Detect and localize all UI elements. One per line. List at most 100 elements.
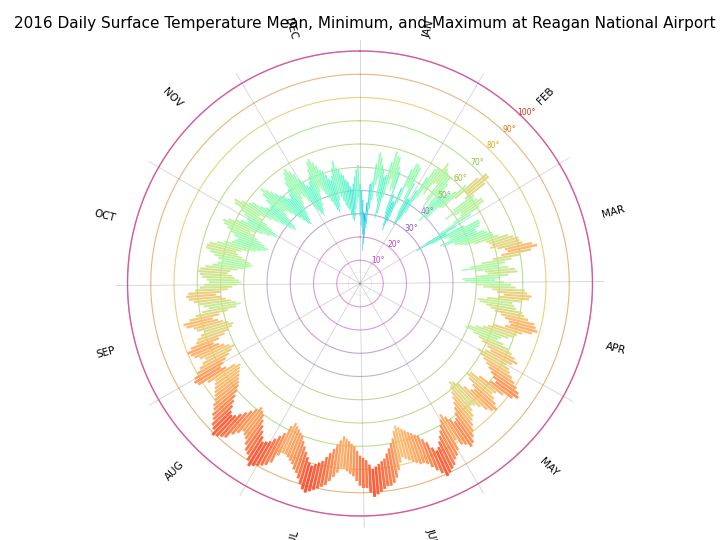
Bar: [287, 198, 310, 224]
Bar: [490, 380, 513, 399]
Bar: [487, 297, 522, 303]
Bar: [201, 325, 232, 337]
Bar: [260, 438, 276, 466]
Bar: [251, 202, 279, 222]
Bar: [291, 435, 304, 464]
Bar: [270, 208, 296, 231]
Bar: [220, 413, 242, 437]
Bar: [476, 284, 511, 286]
Bar: [433, 163, 449, 185]
Bar: [246, 430, 264, 455]
Bar: [343, 176, 348, 208]
Bar: [331, 161, 340, 193]
Bar: [425, 442, 439, 471]
Bar: [306, 161, 320, 192]
Bar: [474, 234, 499, 245]
Bar: [270, 205, 295, 228]
Bar: [462, 265, 498, 271]
Bar: [469, 377, 495, 400]
Bar: [224, 241, 256, 252]
Bar: [462, 276, 500, 280]
Bar: [426, 193, 451, 219]
Bar: [365, 184, 371, 228]
Text: 40°: 40°: [420, 207, 434, 216]
Bar: [298, 457, 309, 484]
Text: 30°: 30°: [404, 224, 418, 233]
Bar: [190, 337, 220, 350]
Bar: [374, 177, 385, 218]
Bar: [290, 199, 312, 225]
Bar: [330, 180, 341, 212]
Bar: [493, 324, 523, 335]
Bar: [384, 194, 395, 218]
Bar: [438, 191, 456, 208]
Bar: [284, 426, 299, 455]
Bar: [501, 248, 531, 256]
Bar: [407, 165, 420, 188]
Bar: [505, 325, 532, 335]
Bar: [449, 381, 472, 407]
Bar: [475, 325, 509, 339]
Bar: [387, 448, 396, 483]
Bar: [246, 436, 264, 461]
Text: JUL: JUL: [288, 530, 302, 540]
Bar: [199, 286, 232, 289]
Bar: [382, 162, 393, 198]
Bar: [490, 239, 520, 249]
Bar: [461, 198, 482, 214]
Bar: [389, 157, 401, 191]
Bar: [460, 200, 484, 217]
Bar: [453, 401, 474, 427]
Bar: [477, 298, 513, 304]
Bar: [279, 195, 301, 219]
Bar: [202, 275, 235, 279]
Bar: [328, 179, 338, 210]
Text: NOV: NOV: [161, 86, 184, 110]
Bar: [260, 188, 285, 212]
Bar: [183, 317, 213, 326]
Bar: [292, 441, 305, 470]
Bar: [247, 218, 276, 235]
Bar: [503, 294, 531, 298]
Text: 50°: 50°: [437, 191, 451, 200]
Bar: [475, 266, 508, 272]
Bar: [439, 424, 459, 456]
Bar: [410, 433, 423, 464]
Bar: [479, 375, 504, 396]
Bar: [207, 244, 236, 253]
Bar: [453, 194, 474, 211]
Bar: [368, 464, 372, 492]
Bar: [209, 281, 241, 284]
Bar: [206, 246, 238, 255]
Bar: [362, 214, 365, 251]
Bar: [406, 431, 418, 463]
Bar: [266, 199, 291, 222]
Bar: [321, 171, 333, 202]
Bar: [187, 342, 214, 355]
Bar: [302, 182, 319, 211]
Bar: [365, 460, 369, 488]
Bar: [315, 166, 327, 194]
Bar: [394, 426, 404, 458]
Bar: [392, 430, 402, 463]
Bar: [200, 273, 233, 276]
Bar: [443, 231, 477, 247]
Bar: [199, 299, 231, 306]
Bar: [283, 195, 305, 221]
Bar: [427, 184, 448, 207]
Bar: [212, 394, 236, 416]
Bar: [423, 175, 449, 207]
Bar: [248, 221, 277, 238]
Bar: [338, 169, 345, 201]
Bar: [482, 340, 512, 355]
Bar: [452, 396, 473, 421]
Bar: [215, 415, 237, 437]
Text: 80°: 80°: [487, 141, 500, 150]
Bar: [423, 169, 441, 195]
Text: 70°: 70°: [470, 158, 484, 167]
Bar: [212, 264, 245, 269]
Bar: [349, 186, 354, 219]
Bar: [207, 363, 235, 383]
Bar: [224, 222, 254, 237]
Bar: [212, 410, 232, 430]
